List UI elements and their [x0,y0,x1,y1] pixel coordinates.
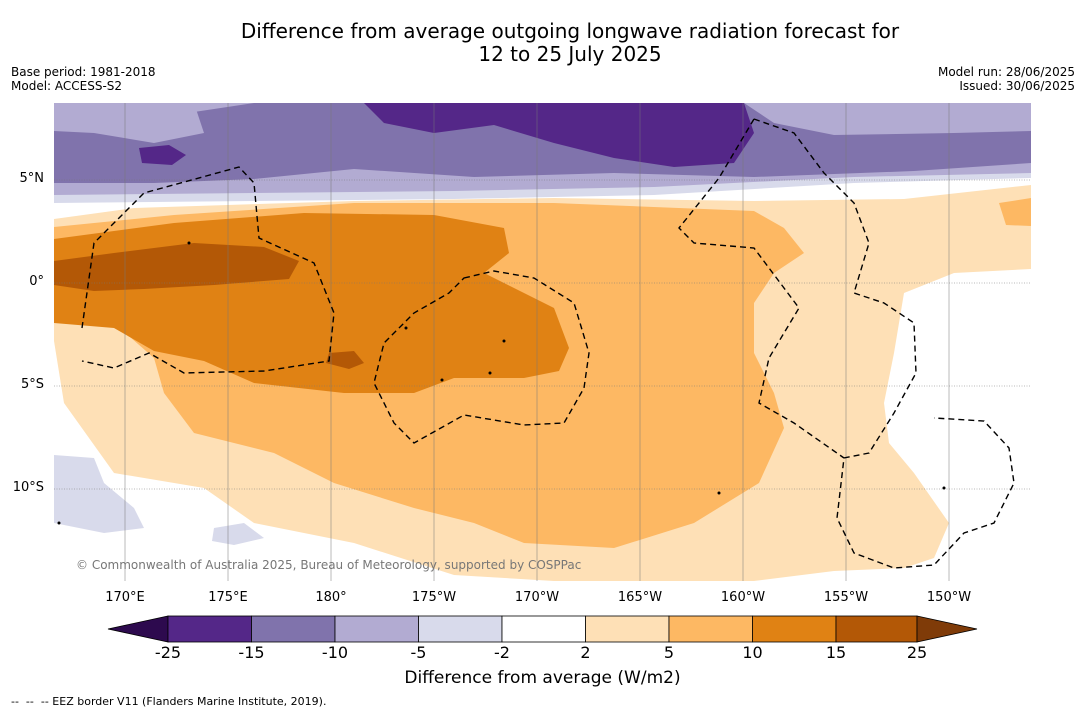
meta-right: Model run: 28/06/2025 Issued: 30/06/2025 [938,65,1075,93]
colorbar-bin-5-10 [668,615,753,643]
lat-label-5s: 5°S [20,377,44,392]
colorbar-bin-minus5-minus2 [418,615,503,643]
colorbar-tick: -15 [238,643,265,662]
colorbar-tick: -5 [410,643,427,662]
colorbar-under-arrow [107,615,169,643]
eez-borders [81,118,1015,569]
lon-label-155w: 155°W [823,590,869,605]
lat-label-5n: 5°N [19,171,45,186]
colorbar-bin-10-15 [752,615,837,643]
band-minus5-minus2-west [54,455,144,533]
colorbar-bin-minus10-minus5 [334,615,419,643]
eez-kiribati-line-west [678,118,845,459]
band-minus10-minus5-east [744,103,1031,135]
band-15-25 [54,243,299,291]
island-dot [488,371,492,375]
band-15-25-small [326,351,364,369]
anomaly-map [54,103,1031,581]
colorbar-tick: 5 [663,643,675,662]
eez-kiribati-phoenix [373,270,590,444]
lon-label-165w: 165°W [617,590,663,605]
island-dot [187,241,191,245]
colorbar-tick: 10 [742,643,763,662]
island-dot [440,378,444,382]
title-line-2: 12 to 25 July 2025 [478,42,662,66]
lon-label-170w: 170°W [514,590,560,605]
graticule-meridians [124,103,950,581]
band-minus25-minus15-north [364,103,754,167]
island-dot [502,339,506,343]
band-minus5-minus2-southwest [212,523,264,545]
issued-date: Issued: 30/06/2025 [959,79,1075,93]
colorbar-bin-minus25-minus15 [167,615,252,643]
colorbar-tick: -25 [154,643,182,662]
lon-label-150w: 150°W [926,590,972,605]
colorbar-bin-minus2-2 [501,615,586,643]
band-minus10-minus5-inner [54,103,204,143]
eez-kiribati-line [753,118,1015,569]
colorbar-bin-minus15-minus10 [251,615,336,643]
colorbar-bin-15-25 [835,615,918,643]
model-run: Model run: 28/06/2025 [937,65,1075,79]
colorbar-tick: 2 [580,643,591,662]
lat-label-0: 0° [29,274,44,289]
band-5-10-east-patch [999,198,1031,226]
colorbar-tick: 25 [906,643,928,662]
island-dot [942,486,946,490]
map-plot-area [54,103,1031,581]
island-dot [404,326,408,330]
lat-label-10s: 10°S [12,480,44,495]
chart-title: Difference from average outgoing longwav… [0,20,1085,66]
title-line-1: Difference from average outgoing longwav… [240,19,900,43]
lon-label-180: 180° [315,590,347,605]
island-markers [57,241,946,525]
island-dot [57,521,61,525]
colorbar-tick: 15 [825,643,847,662]
colorbar-over-arrow [916,615,978,643]
lon-label-175w: 175°W [411,590,457,605]
copyright-notice: © Commonwealth of Australia 2025, Bureau… [76,558,582,572]
island-dot [717,491,721,495]
base-period: Base period: 1981-2018 [11,65,156,79]
lon-label-160w: 160°W [720,590,766,605]
footnote-eez: -- -- -- EEZ border V11 (Flanders Marine… [11,695,327,708]
band-minus25-minus15-small [139,145,186,165]
eez-kiribati-gilbert [81,166,335,374]
colorbar-tick: -2 [494,643,510,662]
meta-left: Base period: 1981-2018 Model: ACCESS-S2 [11,65,156,93]
lon-label-175e: 175°E [208,590,248,605]
colorbar-bin-2-5 [585,615,670,643]
colorbar-label: Difference from average (W/m2) [404,668,681,688]
lon-label-170e: 170°E [105,590,145,605]
model-name: Model: ACCESS-S2 [11,79,123,93]
colorbar-tick: -10 [321,643,349,662]
